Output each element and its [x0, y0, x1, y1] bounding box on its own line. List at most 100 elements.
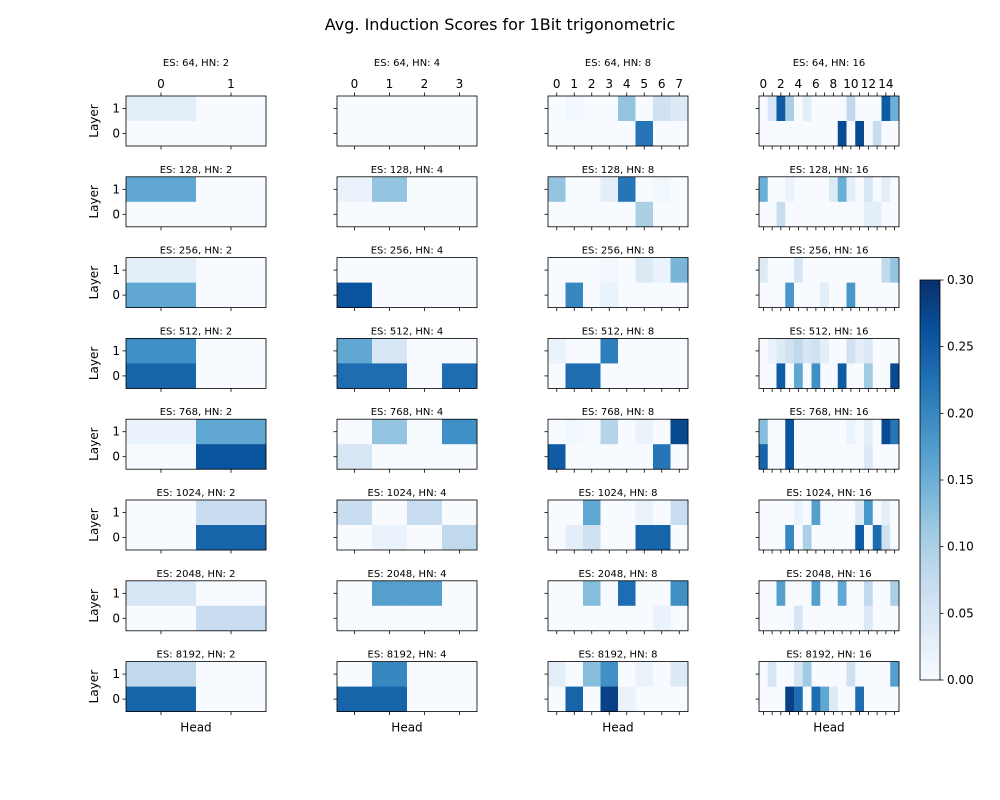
heatmap-cell [407, 661, 443, 687]
heatmap-cell [811, 121, 821, 147]
heatmap-cell [820, 580, 830, 607]
heatmap-cell [776, 500, 786, 526]
panel-title: ES: 1024, HN: 4 [368, 488, 447, 499]
heatmap-cell [820, 605, 830, 632]
heatmap-cell [372, 257, 408, 283]
heatmap-cell [794, 500, 804, 526]
panel-title: ES: 256, HN: 8 [582, 246, 655, 257]
heatmap-cell [794, 257, 804, 283]
heatmap-cell [442, 257, 478, 283]
heatmap-cell [811, 338, 821, 364]
y-axis-label: Layer [87, 266, 101, 300]
heatmap-cell [794, 580, 804, 607]
panel-frame [547, 418, 689, 470]
heatmap-cell [196, 686, 267, 712]
heatmap-cell [548, 176, 566, 203]
heatmap-cell [372, 363, 408, 389]
heatmap-cell [864, 363, 874, 389]
heatmap-cell [794, 176, 804, 203]
heatmap-cell [635, 500, 654, 526]
heatmap-cell [126, 580, 197, 607]
x-axis-label: Head [180, 721, 211, 735]
heatmap-cell [548, 282, 566, 308]
x-tick-label: 5 [640, 77, 648, 91]
heatmap-cell [565, 661, 584, 687]
heatmap-cell [442, 176, 478, 203]
heatmap-cell [565, 257, 584, 283]
y-tick-label: 0 [112, 207, 120, 221]
heatmap-cell [583, 338, 601, 364]
y-tick-label: 1 [112, 263, 120, 277]
heatmap-cell [759, 525, 769, 551]
heatmap-panel: ES: 128, HN: 2 1 0 Layer [87, 165, 267, 231]
heatmap-cell [337, 282, 373, 308]
heatmap-cell [890, 282, 900, 308]
heatmap-panel: ES: 2048, HN: 16 [755, 569, 900, 635]
heatmap-cell [670, 257, 689, 283]
heatmap-cell [372, 201, 408, 228]
heatmap-cell [820, 282, 830, 308]
panel-title: ES: 64, HN: 16 [793, 58, 866, 69]
heatmap-cell [670, 580, 689, 607]
heatmap-cell [442, 580, 478, 607]
heatmap-cell [548, 500, 566, 526]
heatmap-cell [635, 605, 654, 632]
heatmap-cell [890, 176, 900, 203]
y-axis-label: Layer [87, 427, 101, 461]
heatmap-cell [442, 686, 478, 712]
heatmap-cell [864, 176, 874, 203]
heatmap-cell [565, 605, 584, 632]
heatmap-cell [618, 580, 636, 607]
heatmap-cell [794, 419, 804, 445]
heatmap-cell [600, 338, 619, 364]
heatmap-cell [565, 419, 584, 445]
heatmap-cell [372, 686, 408, 712]
heatmap-panel: ES: 1024, HN: 4 [333, 488, 478, 554]
heatmap-cell [837, 605, 847, 632]
heatmap-cell [802, 580, 812, 607]
heatmap-cell [776, 686, 786, 712]
heatmap-cell [890, 419, 900, 445]
heatmap-cell [407, 282, 443, 308]
heatmap-cell [872, 121, 882, 147]
heatmap-cell [864, 525, 874, 551]
heatmap-cell [759, 686, 769, 712]
heatmap-cell [653, 257, 671, 283]
heatmap-cell [890, 500, 900, 526]
heatmap-cell [837, 257, 847, 283]
heatmap-cell [811, 201, 821, 228]
heatmap-cell [829, 661, 839, 687]
heatmap-cell [767, 525, 777, 551]
heatmap-cell [855, 605, 865, 632]
heatmap-cell [759, 257, 769, 283]
heatmap-cell [776, 605, 786, 632]
heatmap-cell [785, 661, 795, 687]
x-tick-label: 10 [843, 77, 858, 91]
heatmap-cell [820, 686, 830, 712]
heatmap-cell [776, 257, 786, 283]
panel-frame [547, 580, 689, 632]
y-tick-label: 0 [112, 611, 120, 625]
panel-frame [758, 176, 900, 228]
heatmap-cell [794, 444, 804, 470]
heatmap-cell [583, 419, 601, 445]
heatmap-cell [583, 500, 601, 526]
heatmap-cell [864, 444, 874, 470]
heatmap-cell [829, 500, 839, 526]
heatmap-cell [759, 363, 769, 389]
heatmap-cell [618, 338, 636, 364]
heatmap-cell [837, 686, 847, 712]
heatmap-cell [653, 444, 671, 470]
heatmap-cell [618, 419, 636, 445]
panel-frame [125, 337, 267, 389]
panel-title: ES: 256, HN: 2 [160, 246, 233, 257]
panel-title: ES: 768, HN: 8 [582, 407, 655, 418]
heatmap-cell [767, 282, 777, 308]
heatmap-cell [864, 338, 874, 364]
x-tick-label: 3 [456, 77, 464, 91]
heatmap-cell [196, 444, 267, 470]
heatmap-cell [872, 444, 882, 470]
heatmap-cell [767, 176, 777, 203]
heatmap-cell [872, 580, 882, 607]
heatmap-cell [890, 338, 900, 364]
